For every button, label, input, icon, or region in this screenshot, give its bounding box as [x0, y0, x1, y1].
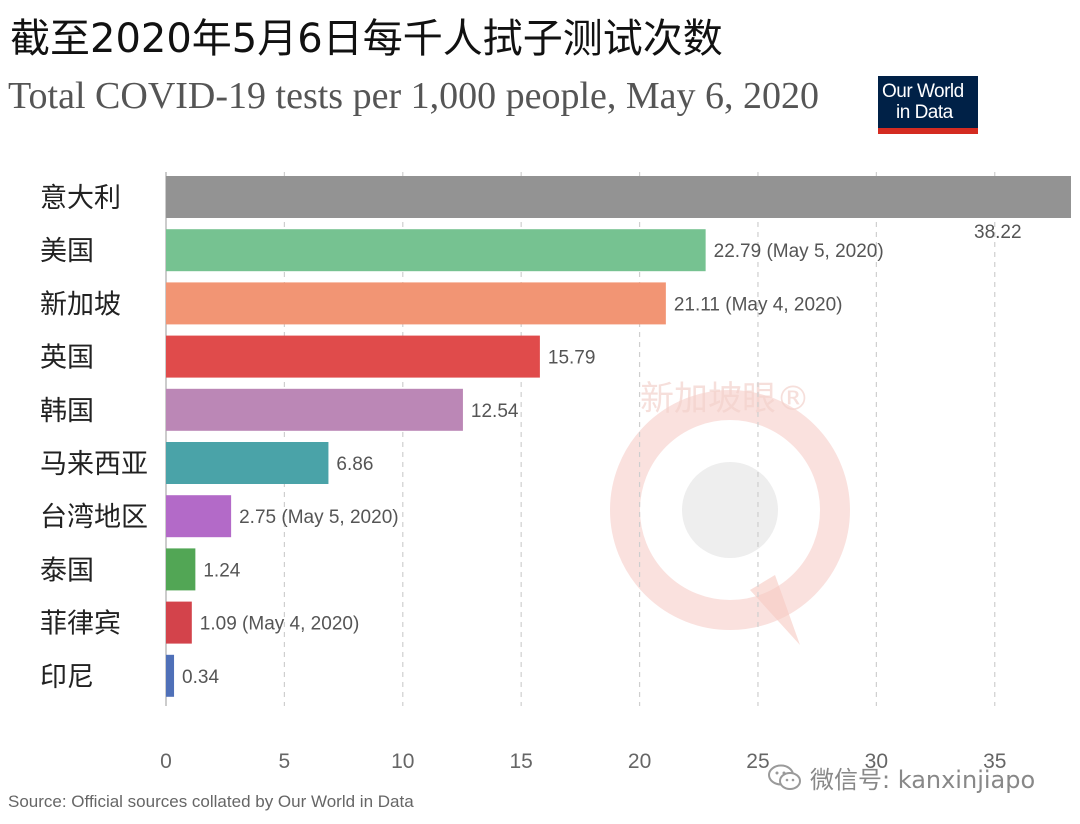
value-label: 12.54 [471, 401, 519, 422]
bar [166, 654, 175, 697]
x-tick-label: 15 [510, 750, 533, 773]
x-tick-label: 5 [279, 750, 291, 773]
value-label: 2.75 (May 5, 2020) [239, 507, 398, 528]
bar [166, 282, 666, 325]
value-label: 22.79 (May 5, 2020) [714, 241, 884, 262]
x-tick-label: 35 [983, 750, 1006, 773]
bar [166, 176, 1071, 218]
wechat-id: 微信号: kanxinjiapo [768, 760, 1035, 795]
value-label: 0.34 [182, 667, 219, 688]
x-tick-label: 25 [746, 750, 769, 773]
logo-line-2: in Data [896, 102, 953, 123]
value-label: 15.79 [548, 348, 596, 369]
bar [166, 335, 540, 378]
category-label: 英国 [40, 343, 94, 374]
x-tick-label: 30 [865, 750, 888, 773]
page-headline: 截至2020年5月6日每千人拭子测试次数 [10, 16, 723, 62]
category-label: 菲律宾 [40, 609, 121, 640]
bar [166, 229, 706, 272]
x-tick-label: 20 [628, 750, 651, 773]
value-label: 1.24 [203, 560, 240, 581]
source-note: Source: Official sources collated by Our… [8, 792, 414, 811]
wechat-icon [768, 764, 801, 790]
owid-logo[interactable]: Our World in Data [878, 76, 978, 134]
bar [166, 495, 232, 538]
bar [166, 442, 329, 484]
bar [166, 601, 192, 644]
category-label: 韩国 [40, 396, 94, 427]
value-label: 38.22 [974, 222, 1022, 243]
bar [166, 548, 196, 591]
category-label: 美国 [40, 236, 94, 267]
value-label: 6.86 [336, 454, 373, 475]
bar [166, 388, 463, 431]
category-label: 台湾地区 [40, 502, 148, 533]
logo-line-1: Our World [882, 81, 964, 102]
wechat-text: 微信号: kanxinjiapo [810, 766, 1036, 794]
value-label: 21.11 (May 4, 2020) [674, 294, 843, 315]
category-label: 印尼 [40, 662, 94, 693]
x-tick-label: 10 [391, 750, 414, 773]
chart-title: Total COVID-19 tests per 1,000 people, M… [8, 75, 820, 117]
category-label: 马来西亚 [40, 449, 148, 480]
value-label: 1.09 (May 4, 2020) [200, 614, 359, 635]
x-tick-label: 0 [160, 750, 172, 773]
category-label: 新加坡 [40, 289, 121, 320]
category-label: 意大利 [40, 183, 121, 214]
category-label: 泰国 [40, 555, 94, 586]
